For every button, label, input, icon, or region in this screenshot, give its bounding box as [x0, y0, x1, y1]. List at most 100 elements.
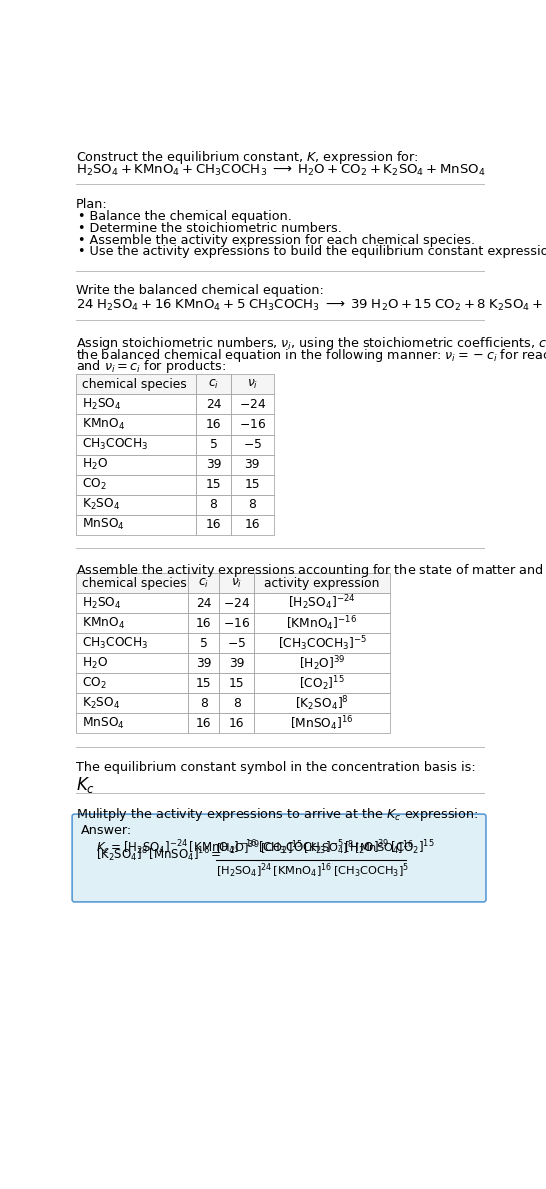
Bar: [231, 515, 274, 535]
Text: Assign stoichiometric numbers, $\nu_i$, using the stoichiometric coefficients, $: Assign stoichiometric numbers, $\nu_i$, …: [76, 335, 546, 352]
Bar: [254, 673, 390, 693]
Text: 5: 5: [210, 438, 217, 451]
Text: $\nu_i$: $\nu_i$: [247, 378, 258, 391]
Bar: [76, 434, 196, 454]
Text: $c_i$: $c_i$: [198, 577, 210, 590]
Text: $[\mathrm{MnSO_4}]^{16}$: $[\mathrm{MnSO_4}]^{16}$: [290, 713, 354, 732]
Bar: [196, 395, 231, 415]
Bar: [196, 434, 231, 454]
Text: $-5$: $-5$: [227, 636, 246, 649]
Text: $\mathrm{MnSO_4}$: $\mathrm{MnSO_4}$: [82, 716, 125, 731]
Text: the balanced chemical equation in the following manner: $\nu_i = -c_i$ for react: the balanced chemical equation in the fo…: [76, 347, 546, 364]
Text: $\mathrm{H_2SO_4}$: $\mathrm{H_2SO_4}$: [82, 596, 122, 611]
Text: $[\mathrm{H_2SO_4}]^{24}\,[\mathrm{KMnO_4}]^{16}\,[\mathrm{CH_3COCH_3}]^{5}$: $[\mathrm{H_2SO_4}]^{24}\,[\mathrm{KMnO_…: [216, 862, 410, 880]
Bar: [219, 653, 254, 673]
Text: 16: 16: [206, 419, 221, 430]
Text: Write the balanced chemical equation:: Write the balanced chemical equation:: [76, 284, 324, 297]
Bar: [188, 573, 219, 593]
Text: 15: 15: [229, 677, 245, 690]
Text: 16: 16: [196, 617, 212, 630]
Text: $\mathrm{CO_2}$: $\mathrm{CO_2}$: [82, 675, 107, 691]
Text: Mulitply the activity expressions to arrive at the $K_c$ expression:: Mulitply the activity expressions to arr…: [76, 806, 478, 823]
Bar: [219, 713, 254, 734]
Bar: [219, 614, 254, 634]
Bar: [76, 634, 188, 653]
Text: $[\mathrm{CO_2}]^{15}$: $[\mathrm{CO_2}]^{15}$: [299, 674, 345, 692]
Text: $-24$: $-24$: [239, 398, 266, 411]
Text: $\mathrm{H_2SO_4 + KMnO_4 + CH_3COCH_3 \;\longrightarrow\; H_2O + CO_2 + K_2SO_4: $\mathrm{H_2SO_4 + KMnO_4 + CH_3COCH_3 \…: [76, 163, 485, 178]
Text: 15: 15: [206, 478, 221, 491]
Text: Answer:: Answer:: [81, 824, 132, 837]
Bar: [188, 653, 219, 673]
Bar: [188, 634, 219, 653]
Bar: [196, 454, 231, 474]
Text: $[\mathrm{H_2O}]^{39}\,[\mathrm{CO_2}]^{15}\,[\mathrm{K_2SO_4}]^{8}\,[\mathrm{Mn: $[\mathrm{H_2O}]^{39}\,[\mathrm{CO_2}]^{…: [216, 838, 414, 857]
Bar: [196, 495, 231, 515]
Text: $c_i$: $c_i$: [208, 378, 219, 391]
Text: $-24$: $-24$: [223, 597, 251, 610]
Text: $[\mathrm{K_2SO_4}]^{8}\,[\mathrm{MnSO_4}]^{16} = $: $[\mathrm{K_2SO_4}]^{8}\,[\mathrm{MnSO_4…: [96, 845, 222, 864]
Bar: [76, 474, 196, 495]
Bar: [76, 673, 188, 693]
Text: $\mathrm{KMnO_4}$: $\mathrm{KMnO_4}$: [82, 417, 125, 432]
Text: $\mathrm{CH_3COCH_3}$: $\mathrm{CH_3COCH_3}$: [82, 636, 149, 650]
Bar: [188, 593, 219, 614]
Text: $\mathrm{MnSO_4}$: $\mathrm{MnSO_4}$: [82, 517, 125, 533]
Text: $K_c = [\mathrm{H_2SO_4}]^{-24}\,[\mathrm{KMnO_4}]^{-16}\,[\mathrm{CH_3COCH_3}]^: $K_c = [\mathrm{H_2SO_4}]^{-24}\,[\mathr…: [96, 838, 435, 857]
Text: $-16$: $-16$: [223, 617, 251, 630]
Bar: [231, 434, 274, 454]
Bar: [219, 573, 254, 593]
Text: $[\mathrm{KMnO_4}]^{-16}$: $[\mathrm{KMnO_4}]^{-16}$: [287, 614, 358, 633]
Text: 24: 24: [206, 398, 221, 411]
Text: Assemble the activity expressions accounting for the state of matter and $\nu_i$: Assemble the activity expressions accoun…: [76, 562, 546, 579]
Bar: [76, 454, 196, 474]
Text: $[\mathrm{CH_3COCH_3}]^{-5}$: $[\mathrm{CH_3COCH_3}]^{-5}$: [277, 634, 366, 653]
Bar: [254, 713, 390, 734]
Bar: [254, 573, 390, 593]
FancyBboxPatch shape: [72, 814, 486, 902]
Text: $-5$: $-5$: [243, 438, 262, 451]
Text: 39: 39: [196, 656, 212, 669]
Bar: [231, 415, 274, 434]
Text: $-16$: $-16$: [239, 419, 266, 430]
Text: 8: 8: [210, 498, 217, 511]
Bar: [219, 593, 254, 614]
Text: $[\mathrm{H_2O}]^{39}$: $[\mathrm{H_2O}]^{39}$: [299, 654, 346, 673]
Bar: [219, 673, 254, 693]
Text: 16: 16: [229, 717, 245, 730]
Bar: [231, 375, 274, 395]
Bar: [254, 693, 390, 713]
Text: 16: 16: [245, 518, 260, 531]
Text: $\mathrm{K_2SO_4}$: $\mathrm{K_2SO_4}$: [82, 497, 121, 512]
Bar: [76, 375, 196, 395]
Bar: [188, 693, 219, 713]
Text: Construct the equilibrium constant, $K$, expression for:: Construct the equilibrium constant, $K$,…: [76, 149, 419, 165]
Bar: [76, 415, 196, 434]
Bar: [76, 593, 188, 614]
Bar: [76, 614, 188, 634]
Text: • Balance the chemical equation.: • Balance the chemical equation.: [78, 210, 292, 224]
Text: 16: 16: [196, 717, 212, 730]
Text: The equilibrium constant symbol in the concentration basis is:: The equilibrium constant symbol in the c…: [76, 761, 476, 774]
Bar: [76, 713, 188, 734]
Text: 8: 8: [233, 697, 241, 710]
Text: $[\mathrm{H_2SO_4}]^{-24}$: $[\mathrm{H_2SO_4}]^{-24}$: [288, 593, 356, 612]
Text: • Assemble the activity expression for each chemical species.: • Assemble the activity expression for e…: [78, 233, 474, 246]
Text: • Determine the stoichiometric numbers.: • Determine the stoichiometric numbers.: [78, 222, 341, 235]
Bar: [76, 693, 188, 713]
Text: 39: 39: [229, 656, 245, 669]
Text: 15: 15: [245, 478, 260, 491]
Bar: [76, 653, 188, 673]
Bar: [76, 395, 196, 415]
Bar: [231, 454, 274, 474]
Text: $\mathrm{K_2SO_4}$: $\mathrm{K_2SO_4}$: [82, 696, 121, 711]
Bar: [254, 614, 390, 634]
Text: 8: 8: [200, 697, 208, 710]
Bar: [196, 375, 231, 395]
Text: activity expression: activity expression: [264, 577, 380, 590]
Text: 15: 15: [196, 677, 212, 690]
Text: $\mathrm{H_2O}$: $\mathrm{H_2O}$: [82, 655, 108, 671]
Text: chemical species: chemical species: [82, 577, 187, 590]
Text: 16: 16: [206, 518, 221, 531]
Bar: [196, 515, 231, 535]
